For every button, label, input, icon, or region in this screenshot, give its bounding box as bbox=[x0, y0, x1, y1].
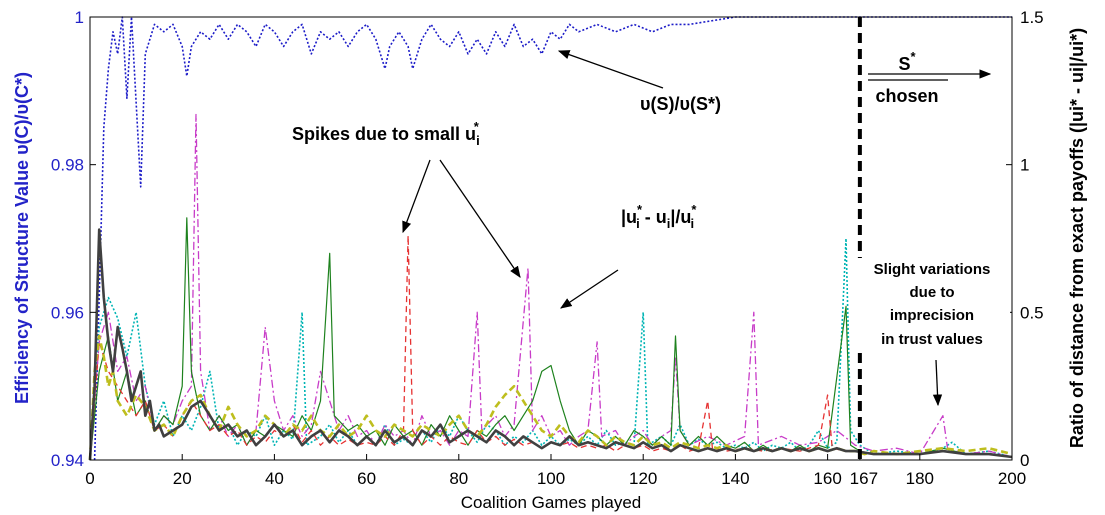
slight-variations-line-4: in trust values bbox=[881, 331, 983, 348]
series-line-7 bbox=[88, 228, 1013, 461]
left-tick-label: 0.94 bbox=[51, 451, 84, 470]
series-layer bbox=[88, 16, 1013, 461]
right-y-axis-label: Ratio of distance from exact payoffs (|u… bbox=[1067, 28, 1087, 448]
slight-variations-line-2: due to bbox=[910, 284, 955, 301]
s-star-label: S* bbox=[898, 49, 916, 74]
v-ratio-arrow bbox=[557, 50, 664, 89]
left-tick-label: 0.96 bbox=[51, 303, 84, 322]
x-tick-label: 20 bbox=[173, 469, 192, 488]
x-tick-label: 180 bbox=[906, 469, 934, 488]
x-tick-label: 80 bbox=[449, 469, 468, 488]
right-tick-label: 0 bbox=[1020, 451, 1029, 470]
x-tick-label: 200 bbox=[998, 469, 1026, 488]
x-tick-label: 140 bbox=[721, 469, 749, 488]
spikes-annotation: Spikes due to small ui* bbox=[292, 119, 480, 148]
x-axis-label: Coalition Games played bbox=[461, 493, 641, 512]
x-tick-label: 40 bbox=[265, 469, 284, 488]
x-tick-label: 120 bbox=[629, 469, 657, 488]
u-ratio-annotation: |u* i - ui|/u* i bbox=[621, 202, 697, 231]
left-y-axis: 0.94 0.96 0.98 1 bbox=[51, 8, 96, 470]
slight-variations-backdrop bbox=[856, 258, 1010, 350]
x-tick-label: 100 bbox=[537, 469, 565, 488]
series-line-6 bbox=[88, 334, 1013, 461]
x-tick-label: 160 bbox=[813, 469, 841, 488]
series-line-1 bbox=[93, 16, 1012, 461]
right-y-axis: 0 0.5 1 1.5 bbox=[1006, 8, 1044, 470]
plot-frame bbox=[89, 16, 1013, 461]
left-y-axis-label: Efficiency of Structure Value υ(C)/υ(C*) bbox=[12, 72, 32, 404]
slight-variations-arrow bbox=[932, 359, 943, 407]
spikes-arrow-1 bbox=[402, 159, 431, 234]
u-ratio-arrow bbox=[560, 269, 619, 309]
left-tick-label: 1 bbox=[75, 8, 84, 27]
right-tick-label: 1 bbox=[1020, 156, 1029, 175]
x-tick-label: 0 bbox=[85, 469, 94, 488]
slight-variations-line-3: imprecision bbox=[890, 307, 974, 324]
x-tick-label: 167 bbox=[850, 469, 878, 488]
left-tick-label: 0.98 bbox=[51, 156, 84, 175]
right-tick-label: 1.5 bbox=[1020, 8, 1044, 27]
slight-variations-line-1: Slight variations bbox=[874, 261, 991, 278]
spikes-arrow-2 bbox=[439, 159, 521, 278]
right-tick-label: 0.5 bbox=[1020, 303, 1044, 322]
x-tick-label: 60 bbox=[357, 469, 376, 488]
v-ratio-annotation: υ(S)/υ(S*) bbox=[640, 94, 721, 114]
x-axis: 0 20 40 60 80 100 120 140 160 167 180 200 bbox=[85, 454, 1026, 488]
chosen-label: chosen bbox=[875, 86, 938, 106]
